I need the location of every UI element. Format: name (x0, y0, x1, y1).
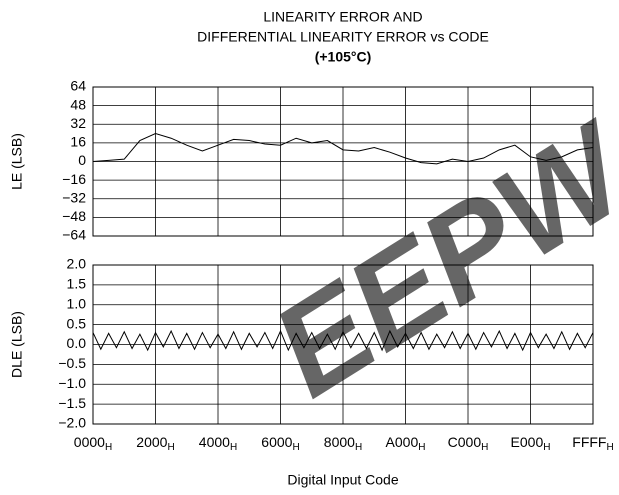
x-tick-text: C000 (448, 434, 482, 450)
x-tick-text: A000 (386, 434, 419, 450)
y-tick-label: −32 (62, 189, 86, 205)
x-tick-label: 4000H (199, 434, 237, 453)
x-tick-text: 6000 (261, 434, 292, 450)
x-tick-subscript: H (481, 442, 488, 453)
y-tick-label: 0 (78, 152, 86, 168)
x-tick-label: 8000H (324, 434, 362, 453)
x-tick-label: C000H (448, 434, 489, 453)
chart-title: DIFFERENTIAL LINEARITY ERROR vs CODE (197, 29, 489, 45)
x-tick-subscript: H (355, 442, 362, 453)
y-tick-label: 32 (70, 115, 86, 131)
x-tick-label: 6000H (261, 434, 299, 453)
x-tick-label: E000H (511, 434, 551, 453)
x-tick-text: 8000 (324, 434, 355, 450)
y-tick-label: −1.5 (58, 395, 86, 411)
x-tick-subscript: H (105, 442, 112, 453)
x-tick-text: E000 (511, 434, 544, 450)
y-tick-label: −0.5 (58, 355, 86, 371)
x-tick-label: A000H (386, 434, 426, 453)
y-tick-label: 48 (70, 96, 86, 112)
x-tick-text: 4000 (199, 434, 230, 450)
chart-title: LINEARITY ERROR AND (263, 9, 422, 25)
y-tick-label: −16 (62, 171, 86, 187)
data-line (92, 329, 594, 352)
x-tick-subscript: H (167, 442, 174, 453)
x-tick-text: 0000 (74, 434, 105, 450)
y-tick-label: 2.0 (67, 256, 87, 272)
x-tick-label: FFFFH (572, 434, 613, 453)
y-tick-label: 0.5 (67, 315, 87, 331)
y-tick-label: 16 (70, 134, 86, 150)
chart-subtitle: (+105°C) (315, 49, 372, 65)
y-tick-label: −64 (62, 227, 86, 243)
x-tick-label: 0000H (74, 434, 112, 453)
watermark: EEPW (248, 93, 619, 425)
x-tick-label: 2000H (136, 434, 174, 453)
y-tick-label: 1.5 (67, 276, 87, 292)
y-axis-label: DLE (LSB) (9, 311, 25, 378)
x-tick-subscript: H (543, 442, 550, 453)
y-tick-label: 0.0 (67, 335, 87, 351)
plot-frame (92, 264, 594, 425)
y-tick-label: 1.0 (67, 295, 87, 311)
x-tick-subscript: H (230, 442, 237, 453)
y-tick-label: −48 (62, 208, 86, 224)
y-tick-label: 64 (70, 78, 86, 94)
x-tick-subscript: H (418, 442, 425, 453)
x-tick-text: 2000 (136, 434, 167, 450)
x-tick-subscript: H (606, 442, 613, 453)
y-axis-label: LE (LSB) (9, 133, 25, 190)
x-tick-subscript: H (292, 442, 299, 453)
y-tick-label: −2.0 (58, 415, 86, 431)
data-line (92, 133, 594, 165)
y-tick-label: −1.0 (58, 375, 86, 391)
x-tick-text: FFFF (572, 434, 606, 450)
x-axis-label: Digital Input Code (287, 472, 399, 488)
